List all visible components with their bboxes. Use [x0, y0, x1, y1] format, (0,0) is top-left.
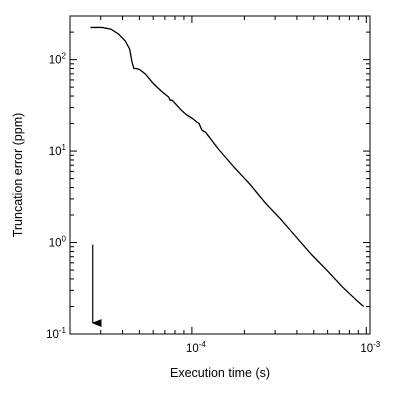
- y-axis-title: Truncation error (ppm): [11, 113, 25, 238]
- x-tick-label: 10-4: [186, 340, 206, 355]
- plot-frame: [69, 15, 371, 335]
- y-tick-label: 102: [49, 52, 67, 67]
- y-tick-label: 101: [49, 143, 67, 158]
- y-tick-label: 10-1: [46, 326, 66, 341]
- x-tick-label: 10-3: [360, 340, 380, 355]
- y-tick-label: 100: [49, 235, 67, 250]
- tick-labels: 10-4 10-3 10-1 100 101 102: [46, 52, 381, 355]
- series-line: [90, 26, 365, 307]
- axis-ticks: [69, 15, 370, 335]
- x-axis-title: Execution time (s): [170, 366, 270, 380]
